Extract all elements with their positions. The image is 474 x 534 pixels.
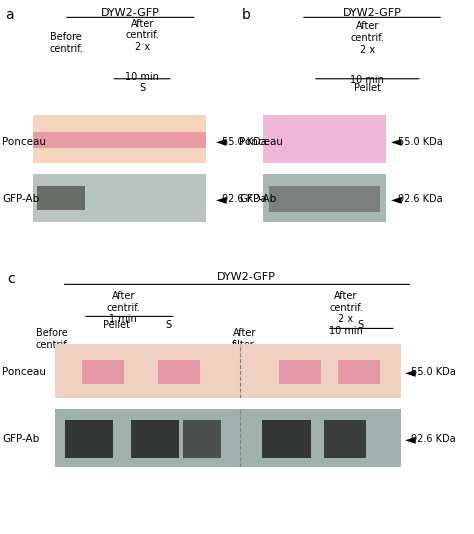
Text: S: S [357,320,363,331]
FancyBboxPatch shape [55,409,401,467]
Text: S: S [139,83,145,93]
FancyBboxPatch shape [65,420,113,458]
FancyBboxPatch shape [131,420,179,458]
FancyBboxPatch shape [262,420,310,458]
FancyBboxPatch shape [36,186,85,210]
Text: After
centrif.
1 min: After centrif. 1 min [106,291,140,324]
Text: Ponceau: Ponceau [2,137,46,146]
FancyBboxPatch shape [82,360,124,384]
Text: 55.0 KDa: 55.0 KDa [222,137,266,146]
Text: ◄: ◄ [391,135,401,148]
Text: ◄: ◄ [216,192,226,206]
FancyBboxPatch shape [33,174,206,222]
Text: Ponceau: Ponceau [2,367,46,377]
Text: 92.6 KDa: 92.6 KDa [222,194,266,204]
Text: b: b [242,8,251,22]
Text: ◄: ◄ [391,192,401,206]
Text: Before
centrif.: Before centrif. [49,32,83,53]
Text: DYW2-GFP: DYW2-GFP [101,8,160,18]
Text: GFP-Ab: GFP-Ab [2,194,40,204]
Text: Before
centrif.: Before centrif. [35,328,69,350]
FancyBboxPatch shape [263,115,386,163]
FancyBboxPatch shape [279,360,321,384]
Text: DYW2-GFP: DYW2-GFP [217,272,276,282]
Text: After
filter.: After filter. [232,328,256,350]
Text: GFP-Ab: GFP-Ab [2,434,40,444]
FancyBboxPatch shape [182,420,220,458]
FancyBboxPatch shape [324,420,366,458]
FancyBboxPatch shape [338,360,380,384]
Text: a: a [5,8,13,22]
Text: ◄: ◄ [405,365,416,379]
Text: After
centrif.
2 x
10 min: After centrif. 2 x 10 min [329,291,363,336]
Text: DYW2-GFP: DYW2-GFP [343,8,401,18]
Text: After
centrif.
2 x: After centrif. 2 x [125,19,159,52]
Text: 10 min: 10 min [125,72,159,82]
FancyBboxPatch shape [158,360,200,384]
Text: ◄: ◄ [216,135,226,148]
Text: ◄: ◄ [405,432,416,446]
Text: Pellet: Pellet [354,83,381,93]
Text: 55.0 KDa: 55.0 KDa [398,137,443,146]
Text: 10 min: 10 min [350,75,384,85]
FancyBboxPatch shape [55,344,401,398]
FancyBboxPatch shape [33,132,206,148]
Text: c: c [7,272,15,286]
Text: 92.6 KDa: 92.6 KDa [398,194,443,204]
FancyBboxPatch shape [269,186,380,212]
Text: S: S [165,320,171,331]
Text: Ponceau: Ponceau [239,137,283,146]
Text: 92.6 KDa: 92.6 KDa [411,434,456,444]
Text: 55.0 KDa: 55.0 KDa [411,367,456,377]
Text: Pellet: Pellet [103,320,129,331]
Text: GFP-Ab: GFP-Ab [239,194,277,204]
FancyBboxPatch shape [33,115,206,163]
Text: After
centrif.
2 x: After centrif. 2 x [350,21,384,54]
FancyBboxPatch shape [263,174,386,222]
